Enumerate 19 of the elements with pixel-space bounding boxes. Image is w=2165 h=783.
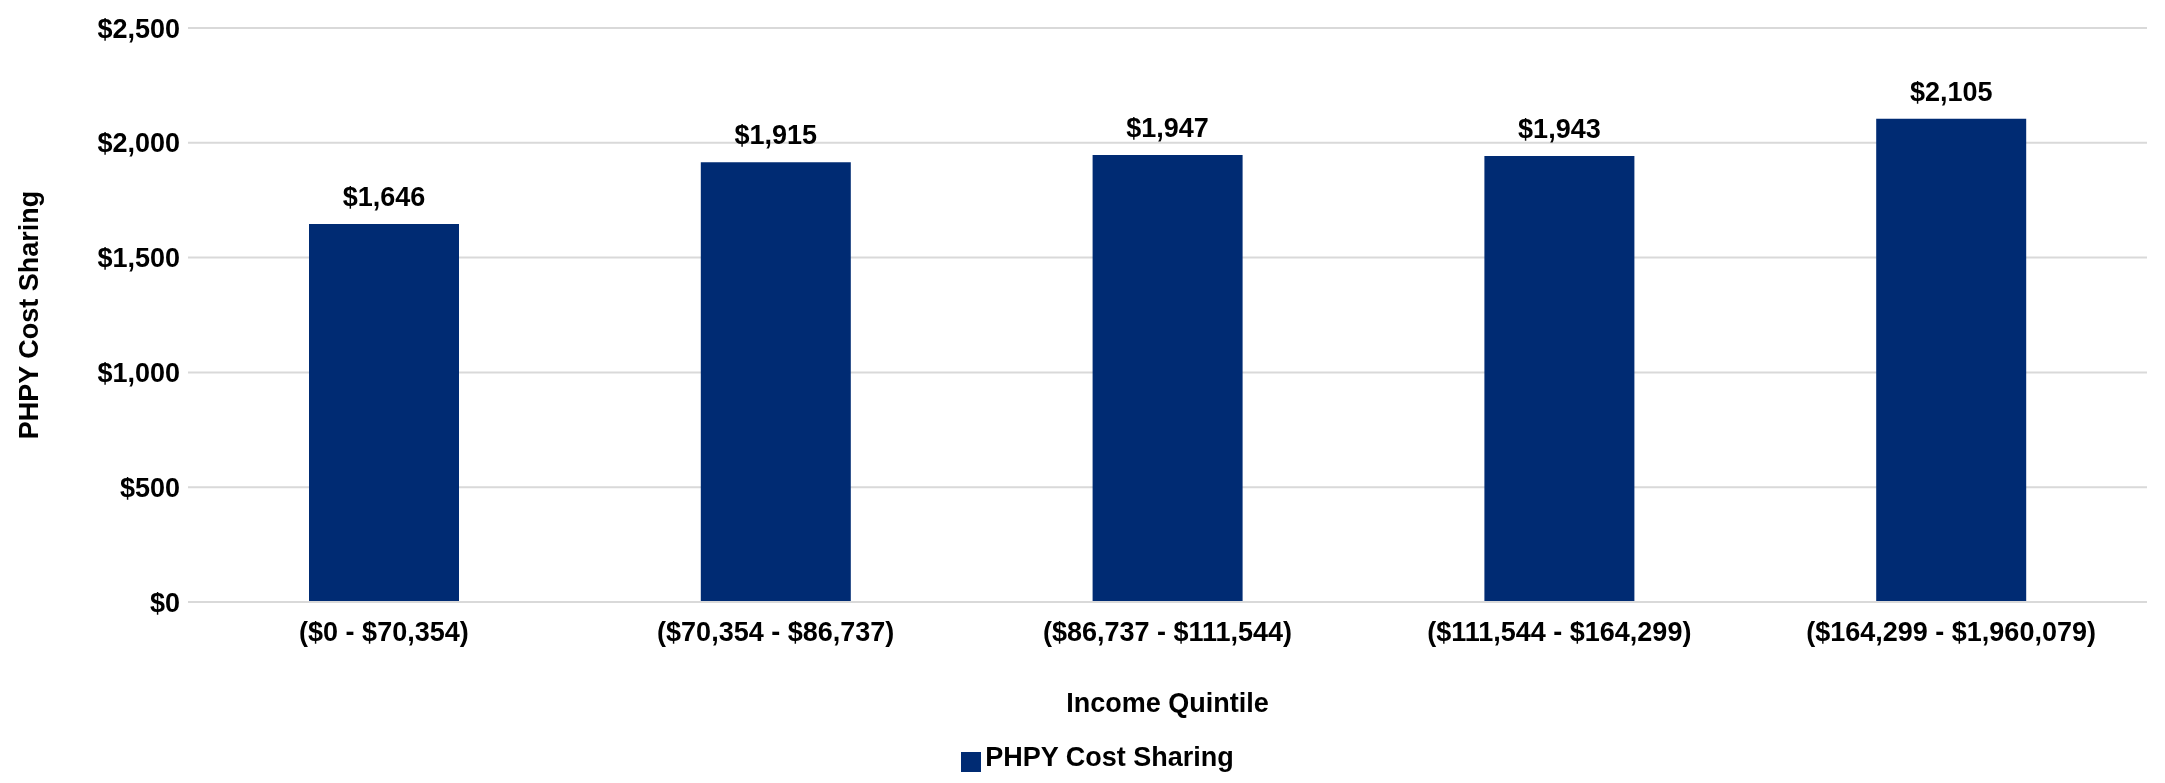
- x-tick-label: ($111,544 - $164,299): [1427, 617, 1692, 648]
- legend-label: PHPY Cost Sharing: [985, 742, 1234, 772]
- y-tick-label: $1,000: [97, 357, 180, 388]
- y-tick-label: $1,500: [97, 243, 180, 274]
- y-axis-title: PHPY Cost Sharing: [13, 190, 44, 440]
- y-tick-label: $2,500: [97, 13, 180, 44]
- x-tick-label: ($0 - $70,354): [299, 617, 469, 648]
- data-label: $1,915: [734, 120, 818, 151]
- data-label: $1,646: [342, 182, 426, 213]
- data-label: $2,105: [1909, 76, 1993, 107]
- x-tick-label: ($86,737 - $111,544): [1042, 617, 1293, 648]
- y-tick-label: $2,000: [97, 128, 180, 159]
- x-tick-label: ($164,299 - $1,960,079): [1806, 617, 2096, 648]
- x-axis-title: Income Quintile: [1066, 688, 1269, 718]
- data-label: $1,943: [1518, 113, 1601, 144]
- data-label: $1,947: [1126, 112, 1209, 143]
- x-tick-label: ($70,354 - $86,737): [657, 617, 895, 648]
- y-tick-label: $500: [119, 472, 180, 503]
- y-tick-label: $0: [149, 587, 180, 618]
